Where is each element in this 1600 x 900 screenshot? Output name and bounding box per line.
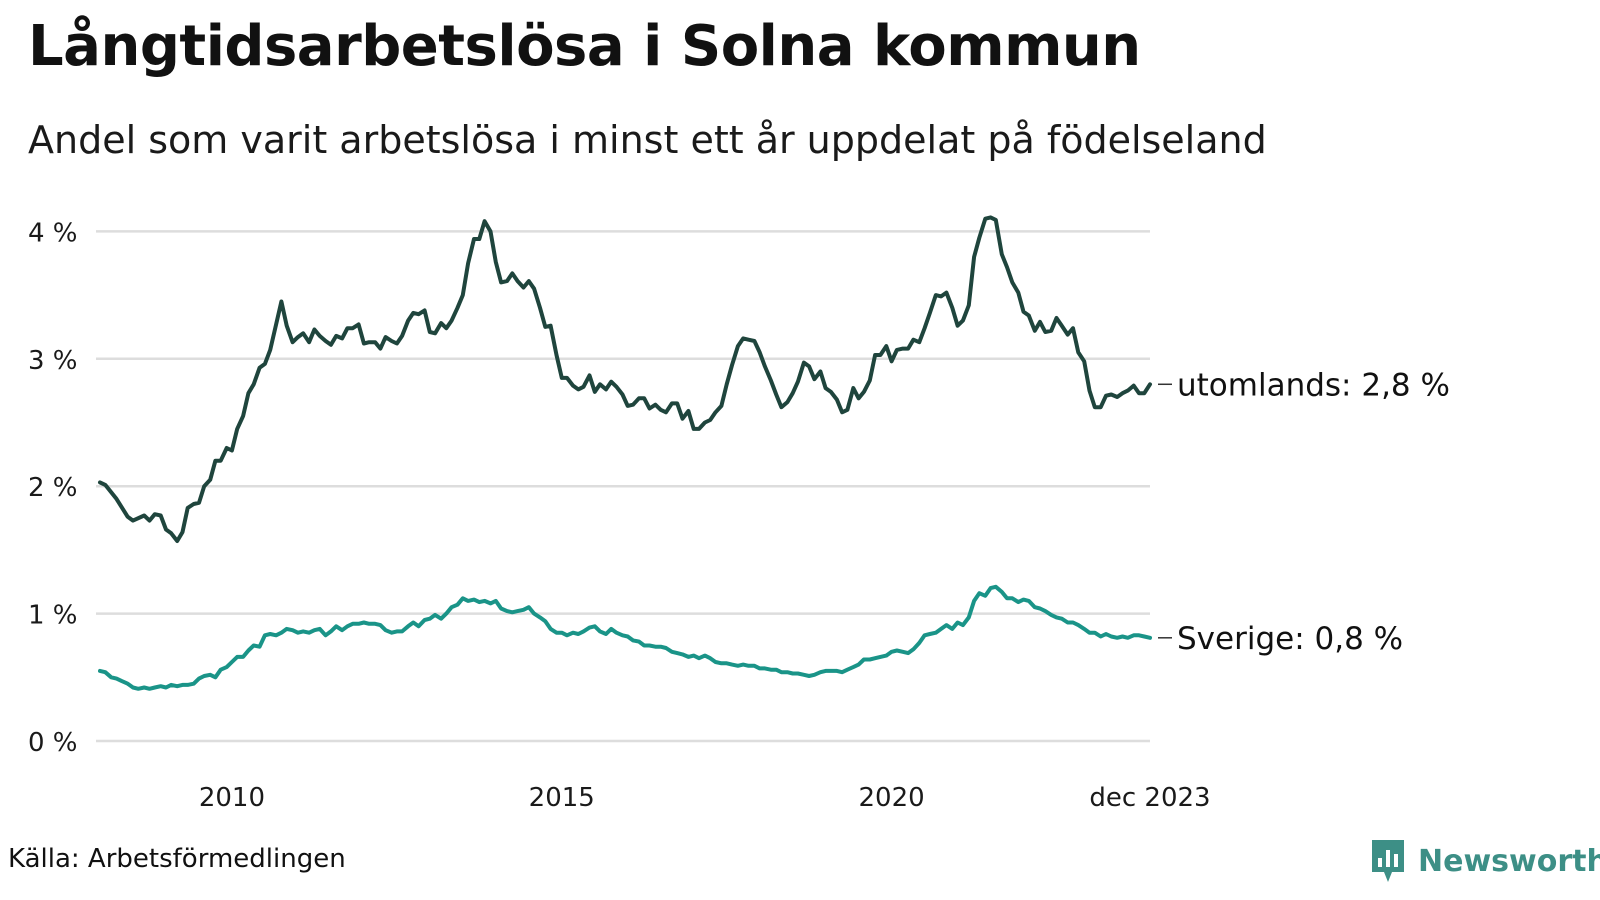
x-tick-label: 2010 [199, 783, 265, 813]
end-label-sverige: Sverige: 0,8 % [1177, 621, 1403, 657]
y-tick-label: 1 % [28, 601, 78, 631]
series-line-sverige [98, 584, 1152, 691]
newsworthy-logo-icon [1372, 840, 1404, 882]
source-note: Källa: Arbetsförmedlingen [8, 844, 346, 874]
y-axis-ticks: 0 % 1 % 2 % 3 % 4 % [28, 218, 78, 758]
gridlines [96, 230, 1150, 743]
series-line-utomlands [98, 215, 1152, 543]
y-tick-label: 2 % [28, 473, 78, 503]
series-lines [98, 215, 1152, 691]
x-tick-label: 2015 [529, 783, 595, 813]
y-tick-label: 3 % [28, 346, 78, 376]
brand-logo: Newsworthy [1370, 836, 1600, 886]
x-tick-label: dec 2023 [1089, 783, 1210, 813]
x-axis-ticks: 2010 2015 2020 dec 2023 [199, 783, 1211, 813]
end-label-utomlands: utomlands: 2,8 % [1177, 367, 1450, 403]
chart-title: Långtidsarbetslösa i Solna kommun [28, 14, 1141, 79]
chart-subtitle: Andel som varit arbetslösa i minst ett å… [28, 118, 1267, 162]
end-labels: utomlands: 2,8 % Sverige: 0,8 % [1158, 367, 1450, 657]
y-tick-label: 0 % [28, 728, 78, 758]
x-tick-label: 2020 [859, 783, 925, 813]
y-tick-label: 4 % [28, 218, 78, 248]
brand-name: Newsworthy [1418, 843, 1600, 879]
